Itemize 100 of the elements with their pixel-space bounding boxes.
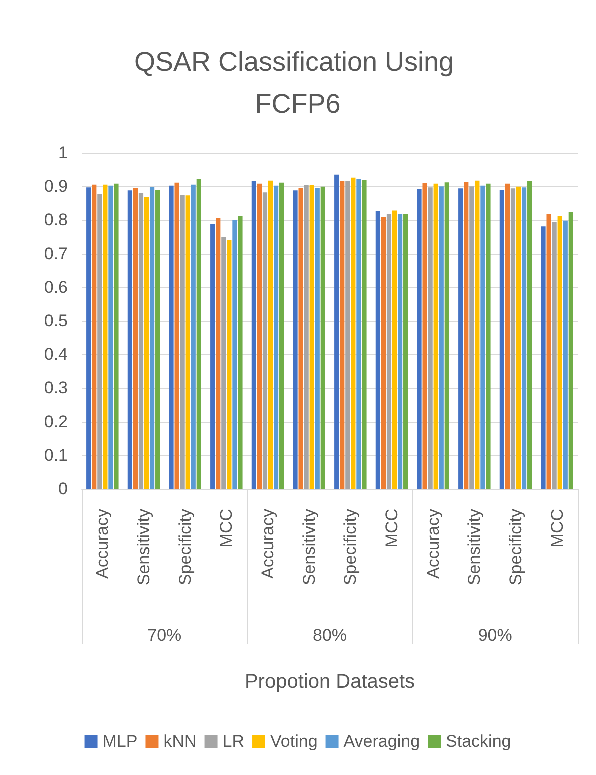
bar <box>444 182 450 489</box>
bar <box>232 220 238 489</box>
bar <box>541 226 546 489</box>
x-tick-label: Sensitivity <box>134 508 154 586</box>
bar <box>238 216 243 489</box>
x-tick-label: MCC <box>548 509 567 548</box>
legend-label: Stacking <box>446 732 512 751</box>
y-tick-label: 0.2 <box>44 412 68 432</box>
bar <box>298 188 304 489</box>
bar <box>108 186 114 489</box>
bar <box>486 184 491 489</box>
y-tick-label: 0.3 <box>44 378 68 398</box>
bar <box>458 188 464 489</box>
legend-label: LR <box>222 732 245 751</box>
bar <box>475 180 480 489</box>
x-tick-label: Specificity <box>506 508 526 586</box>
bar <box>196 179 202 489</box>
y-tick-label: 1 <box>58 144 68 162</box>
y-tick-label: 0.8 <box>44 210 68 230</box>
bar <box>98 194 102 489</box>
bar <box>128 190 132 489</box>
bar <box>334 174 340 489</box>
x-tick-label: Specificity <box>176 508 195 586</box>
bar <box>257 184 262 489</box>
bar <box>293 190 298 489</box>
x-tick-label: Sensitivity <box>465 508 484 586</box>
bar <box>180 195 185 489</box>
bar <box>280 182 284 489</box>
x-tick-label: Accuracy <box>258 508 278 579</box>
bar <box>340 182 345 489</box>
bar <box>356 179 362 489</box>
bar <box>470 186 474 489</box>
bar <box>138 193 144 489</box>
bar <box>505 184 510 489</box>
x-tick-label: MCC <box>217 509 236 548</box>
bar <box>381 217 386 489</box>
legend-label: Voting <box>270 732 318 751</box>
text: 70% <box>148 626 182 645</box>
bar <box>156 190 160 489</box>
bar <box>174 182 180 489</box>
legend-label: Averaging <box>344 732 420 751</box>
bar <box>500 190 504 489</box>
x-tick-label: Accuracy <box>424 508 443 579</box>
bar <box>227 240 232 489</box>
bar <box>386 214 392 489</box>
bar <box>191 184 196 489</box>
bar <box>558 216 562 489</box>
bar <box>439 186 444 489</box>
text: 90% <box>478 626 512 645</box>
bar <box>376 211 380 489</box>
bar <box>480 186 486 489</box>
y-tick-label: 0.4 <box>44 345 68 364</box>
bar <box>320 186 326 489</box>
bar <box>133 188 138 489</box>
bar <box>434 184 438 489</box>
legend-label: kNN <box>164 732 197 751</box>
legend-label: MLP <box>102 732 138 751</box>
bar <box>346 182 350 489</box>
y-tick-label: 0 <box>58 480 68 498</box>
bar <box>169 186 174 489</box>
bar <box>304 185 309 489</box>
bar <box>362 180 367 489</box>
y-tick-label: 0.7 <box>44 244 68 264</box>
x-axis-title: Propotion Datasets <box>244 671 416 693</box>
y-tick-label: 0.5 <box>44 312 68 330</box>
bar <box>522 188 527 489</box>
bar <box>315 188 320 489</box>
chart-title: QSAR Classification Using FCFP6 <box>134 47 462 119</box>
text: 80% <box>312 626 348 645</box>
bar <box>422 183 428 489</box>
bar <box>428 188 433 489</box>
bar <box>510 188 516 489</box>
bar <box>92 184 97 489</box>
y-tick-label: 0.1 <box>44 446 68 465</box>
bar <box>114 184 119 489</box>
bar <box>563 220 568 489</box>
x-tick-label: Accuracy <box>93 508 112 579</box>
bar <box>222 237 226 489</box>
bar <box>262 192 268 489</box>
bar <box>252 182 256 489</box>
bar <box>552 222 557 489</box>
bar <box>268 180 274 489</box>
y-tick-label: 0.6 <box>44 278 68 297</box>
bar <box>86 188 92 489</box>
bar <box>150 187 155 489</box>
x-tick-label: MCC <box>382 509 402 548</box>
bar <box>144 197 150 489</box>
y-tick-label: 0.9 <box>44 177 68 196</box>
bar <box>392 210 398 489</box>
x-tick-label: Sensitivity <box>300 508 319 586</box>
bar <box>417 189 422 489</box>
bar <box>210 224 216 489</box>
bar <box>274 186 279 489</box>
bar <box>216 218 221 489</box>
x-tick-label: Specificity <box>341 508 360 586</box>
bar <box>186 196 190 489</box>
bar <box>310 185 314 489</box>
bar <box>464 182 469 489</box>
bar <box>351 178 356 489</box>
bar <box>546 214 552 489</box>
